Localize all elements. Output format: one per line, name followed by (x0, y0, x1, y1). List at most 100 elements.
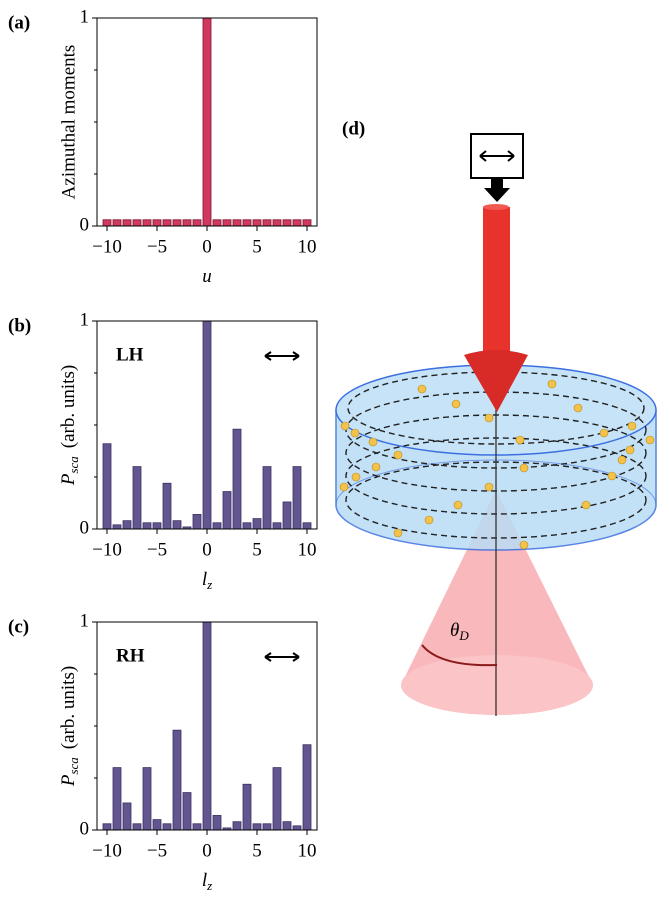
panel-label: (c) (8, 616, 29, 637)
y-axis-label: Psca (arb. units) (58, 666, 81, 787)
bar (112, 219, 122, 227)
bar (302, 219, 312, 227)
x-tick-label: −10 (92, 539, 122, 560)
subscript: D (458, 628, 469, 643)
bar (192, 514, 202, 530)
bar (122, 802, 132, 831)
text: (arb. units) (58, 666, 79, 749)
text: (arb. units) (58, 365, 79, 448)
panel-label: (b) (8, 315, 31, 336)
panel-label: (a) (8, 12, 30, 33)
subscript: sca (66, 456, 81, 474)
x-tick-label: 10 (298, 539, 317, 560)
y-tick-label: 1 (80, 610, 90, 631)
subscript: sca (66, 757, 81, 775)
bar (262, 219, 272, 227)
particles (339, 379, 655, 550)
bar (232, 219, 242, 227)
bar (212, 219, 222, 227)
x-tick-label: −5 (147, 236, 167, 257)
bar (252, 219, 262, 227)
bar (242, 783, 252, 831)
bar (222, 491, 232, 530)
x-tick-label: −5 (147, 539, 167, 560)
panel: 0 1 −10 −5 0 5 10 (c) RH lz Psca (arb. units) (8, 610, 318, 893)
bar (172, 219, 182, 227)
bar (232, 428, 242, 530)
bar (272, 522, 282, 530)
subscript: z (206, 878, 212, 893)
symbol: P (58, 473, 79, 486)
beam-top (483, 204, 509, 210)
symbol: l (202, 870, 207, 891)
bar (102, 443, 112, 530)
y-tick-label: 0 (80, 818, 90, 839)
y-tick-label: 1 (80, 6, 90, 27)
bar (162, 482, 172, 530)
bar (212, 522, 222, 530)
bar (262, 466, 272, 530)
x-tick-label: 10 (298, 236, 317, 257)
bar (252, 823, 262, 831)
bar (132, 466, 142, 530)
bar (202, 320, 212, 530)
x-tick-label: 10 (298, 840, 317, 861)
bar (172, 729, 182, 831)
panel: 0 1 −10 −5 0 5 10 (b) LH lz Psca (arb. units) (8, 309, 318, 592)
bar (282, 821, 292, 831)
bar (152, 819, 162, 831)
bar (152, 219, 162, 227)
bar (142, 767, 152, 831)
y-tick-label: 1 (80, 309, 90, 330)
bar (192, 823, 202, 831)
cone-base (401, 655, 593, 715)
diagram: (d) θD (335, 118, 657, 716)
bar (172, 520, 182, 530)
bar (282, 219, 292, 227)
beam (483, 207, 510, 357)
bar (302, 522, 312, 530)
bar (112, 767, 122, 831)
y-tick-label: 0 (80, 517, 90, 538)
bar (112, 524, 122, 530)
x-tick-label: 5 (252, 539, 262, 560)
bar (242, 522, 252, 530)
bar (292, 219, 302, 227)
x-axis-label: lz (202, 569, 212, 592)
bar (182, 219, 192, 227)
bar (272, 767, 282, 831)
bar (302, 744, 312, 831)
symbol: P (58, 774, 79, 787)
bar (262, 823, 272, 831)
polarization-arrow (479, 150, 515, 162)
bar (142, 522, 152, 530)
y-axis-label: Psca (arb. units) (58, 365, 81, 486)
polarization-arrow (264, 351, 300, 361)
y-axis-label: Azimuthal moments (58, 45, 79, 200)
symbol: θ (450, 620, 459, 641)
y-tick-label: 0 (80, 214, 90, 235)
angle-label: θD (450, 620, 469, 643)
bar (242, 219, 252, 227)
annotation: LH (116, 344, 144, 365)
bar (202, 17, 212, 227)
x-axis-label: u (202, 266, 212, 287)
bar (182, 792, 192, 831)
subscript: z (206, 577, 212, 592)
bar (252, 518, 262, 530)
bar (272, 219, 282, 227)
x-tick-label: −5 (147, 840, 167, 861)
bar (152, 522, 162, 530)
x-tick-label: 5 (252, 840, 262, 861)
panel: 0 1 −10 −5 0 5 10 (a) u Azimuthal moments (8, 6, 318, 287)
bar (232, 821, 242, 831)
down-arrow (484, 178, 510, 202)
bar (162, 823, 172, 831)
panel-label: (d) (342, 118, 365, 139)
bar (292, 466, 302, 530)
x-tick-label: 0 (202, 539, 212, 560)
bar (212, 815, 222, 831)
symbol: l (202, 569, 207, 590)
x-axis-label: lz (202, 870, 212, 893)
